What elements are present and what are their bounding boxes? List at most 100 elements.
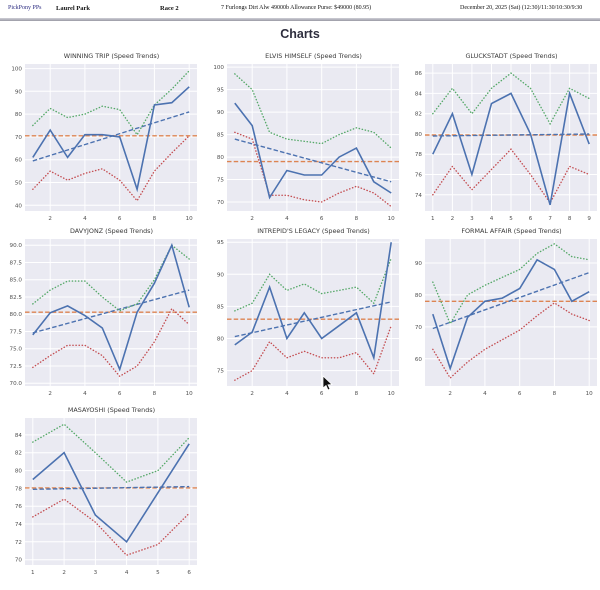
svg-text:82.5: 82.5 [10,295,23,301]
chart-plot: 2 4 6 8 10 70.0 72.5 75.0 77.5 80.0 82.5 85.0 87.5 90… [10,239,197,397]
series-lower-band [432,302,590,380]
svg-text:77.5: 77.5 [10,330,23,336]
svg-text:86: 86 [415,71,423,77]
app-name: PickPony PPs [8,5,42,11]
chart-title: FORMAL AFFAIR (Speed Trends) [461,227,562,235]
chart-plot: 2 4 6 8 10 60 70 80 90 [415,239,597,397]
series-lower-band [32,135,190,202]
svg-text:74: 74 [15,522,23,528]
series-upper-band [234,73,392,149]
svg-text:10: 10 [388,216,396,222]
chart-masayoshi: MASAYOSHI (Speed Trends) 1 2 3 4 5 6 70 72 74 76 7… [4,406,200,579]
svg-text:70: 70 [415,325,423,331]
svg-text:74: 74 [415,193,423,199]
race-datetime: December 20, 2025 (Sat) (12:30)/11:30/10… [460,5,583,11]
svg-text:78: 78 [15,486,23,492]
chart-formal-affair: FORMAL AFFAIR (Speed Trends) 2 4 6 8 10 60 70 8… [404,227,600,400]
svg-text:8: 8 [568,216,572,222]
chart-plot: 1 2 3 4 5 6 70 72 74 76 78 80 82 84 [15,418,197,576]
chart-intrepids-legacy: INTREPID'S LEGACY (Speed Trends) 2 4 6 8 10 7… [206,227,402,400]
race-conditions: 7 Furlongs Dirt Alw 49000b Allowance Pur… [221,5,372,11]
svg-text:4: 4 [285,216,289,222]
svg-text:4: 4 [285,391,289,397]
svg-text:5: 5 [509,216,513,222]
svg-text:82: 82 [415,112,422,118]
svg-text:80: 80 [217,155,225,161]
svg-text:90: 90 [415,261,423,267]
svg-text:78: 78 [415,152,423,158]
chart-winning-trip: WINNING TRIP (Speed Trends) 2 4 6 8 10 40 50 60… [4,52,200,225]
series-upper-band [432,72,590,126]
series-upper-band [432,242,590,326]
svg-text:10: 10 [186,216,194,222]
svg-text:4: 4 [483,391,487,397]
svg-text:6: 6 [187,570,191,576]
svg-text:72.5: 72.5 [10,364,23,370]
svg-text:6: 6 [518,391,522,397]
svg-text:75: 75 [217,369,225,375]
svg-text:84: 84 [415,91,423,97]
series-lower-band [432,148,590,205]
svg-text:1: 1 [31,570,35,576]
svg-text:90: 90 [15,89,23,95]
chart-plot: 2 4 6 8 10 40 50 60 70 80 90 100 [11,64,197,222]
svg-text:2: 2 [48,391,52,397]
page-title: Charts [280,27,320,41]
svg-text:2: 2 [62,570,66,576]
svg-text:5: 5 [156,570,160,576]
svg-text:8: 8 [355,216,359,222]
svg-text:75: 75 [217,178,225,184]
series-lower-band [32,498,190,557]
svg-text:70.0: 70.0 [10,381,23,387]
svg-text:4: 4 [83,216,87,222]
svg-text:1: 1 [431,216,435,222]
series-trend [32,289,190,334]
track-name: Laurel Park [56,5,91,12]
svg-text:90: 90 [217,272,225,278]
header-divider [0,18,600,21]
chart-gluckstadt: GLUCKSTADT (Speed Trends) 1 2 3 4 5 6 7 8 9 74 76 7… [404,52,600,225]
chart-title: ELVIS HIMSELF (Speed Trends) [265,52,362,60]
svg-text:80: 80 [15,469,23,475]
svg-text:2: 2 [250,216,254,222]
svg-text:85: 85 [217,133,225,139]
chart-title: INTREPID'S LEGACY (Speed Trends) [257,227,370,235]
svg-text:2: 2 [451,216,455,222]
chart-davyjonz: DAVYJONZ (Speed Trends) 2 4 6 8 10 70.0 72.5 75… [4,227,200,400]
svg-text:80: 80 [15,112,23,118]
svg-text:50: 50 [15,181,23,187]
svg-text:87.5: 87.5 [10,261,23,267]
svg-text:6: 6 [118,391,122,397]
chart-title: MASAYOSHI (Speed Trends) [67,406,156,414]
svg-text:3: 3 [470,216,474,222]
svg-text:70: 70 [217,200,225,206]
svg-text:75.0: 75.0 [10,347,23,353]
svg-text:8: 8 [153,216,157,222]
svg-text:84: 84 [15,433,23,439]
svg-text:9: 9 [587,216,591,222]
chart-plot: 2 4 6 8 10 70 75 80 85 90 95 100 [213,64,399,222]
chart-title: DAVYJONZ (Speed Trends) [69,227,154,235]
series-trend [32,485,190,490]
series-speed [432,90,590,206]
series-speed [32,443,190,544]
svg-text:2: 2 [250,391,254,397]
svg-text:8: 8 [153,391,157,397]
svg-text:7: 7 [548,216,552,222]
svg-text:80.0: 80.0 [10,312,23,318]
chart-title: WINNING TRIP (Speed Trends) [63,52,160,60]
svg-text:72: 72 [15,540,22,546]
header-bar: PickPony PPs Laurel Park Race 2 7 Furlon… [0,0,600,18]
svg-text:6: 6 [529,216,533,222]
svg-text:8: 8 [355,391,359,397]
series-lower-band [32,307,190,378]
series-speed [234,242,392,361]
series-speed [432,258,590,371]
svg-text:60: 60 [15,158,23,164]
series-trend [432,271,590,330]
svg-text:3: 3 [94,570,98,576]
svg-text:6: 6 [320,216,324,222]
series-trend [234,138,392,183]
